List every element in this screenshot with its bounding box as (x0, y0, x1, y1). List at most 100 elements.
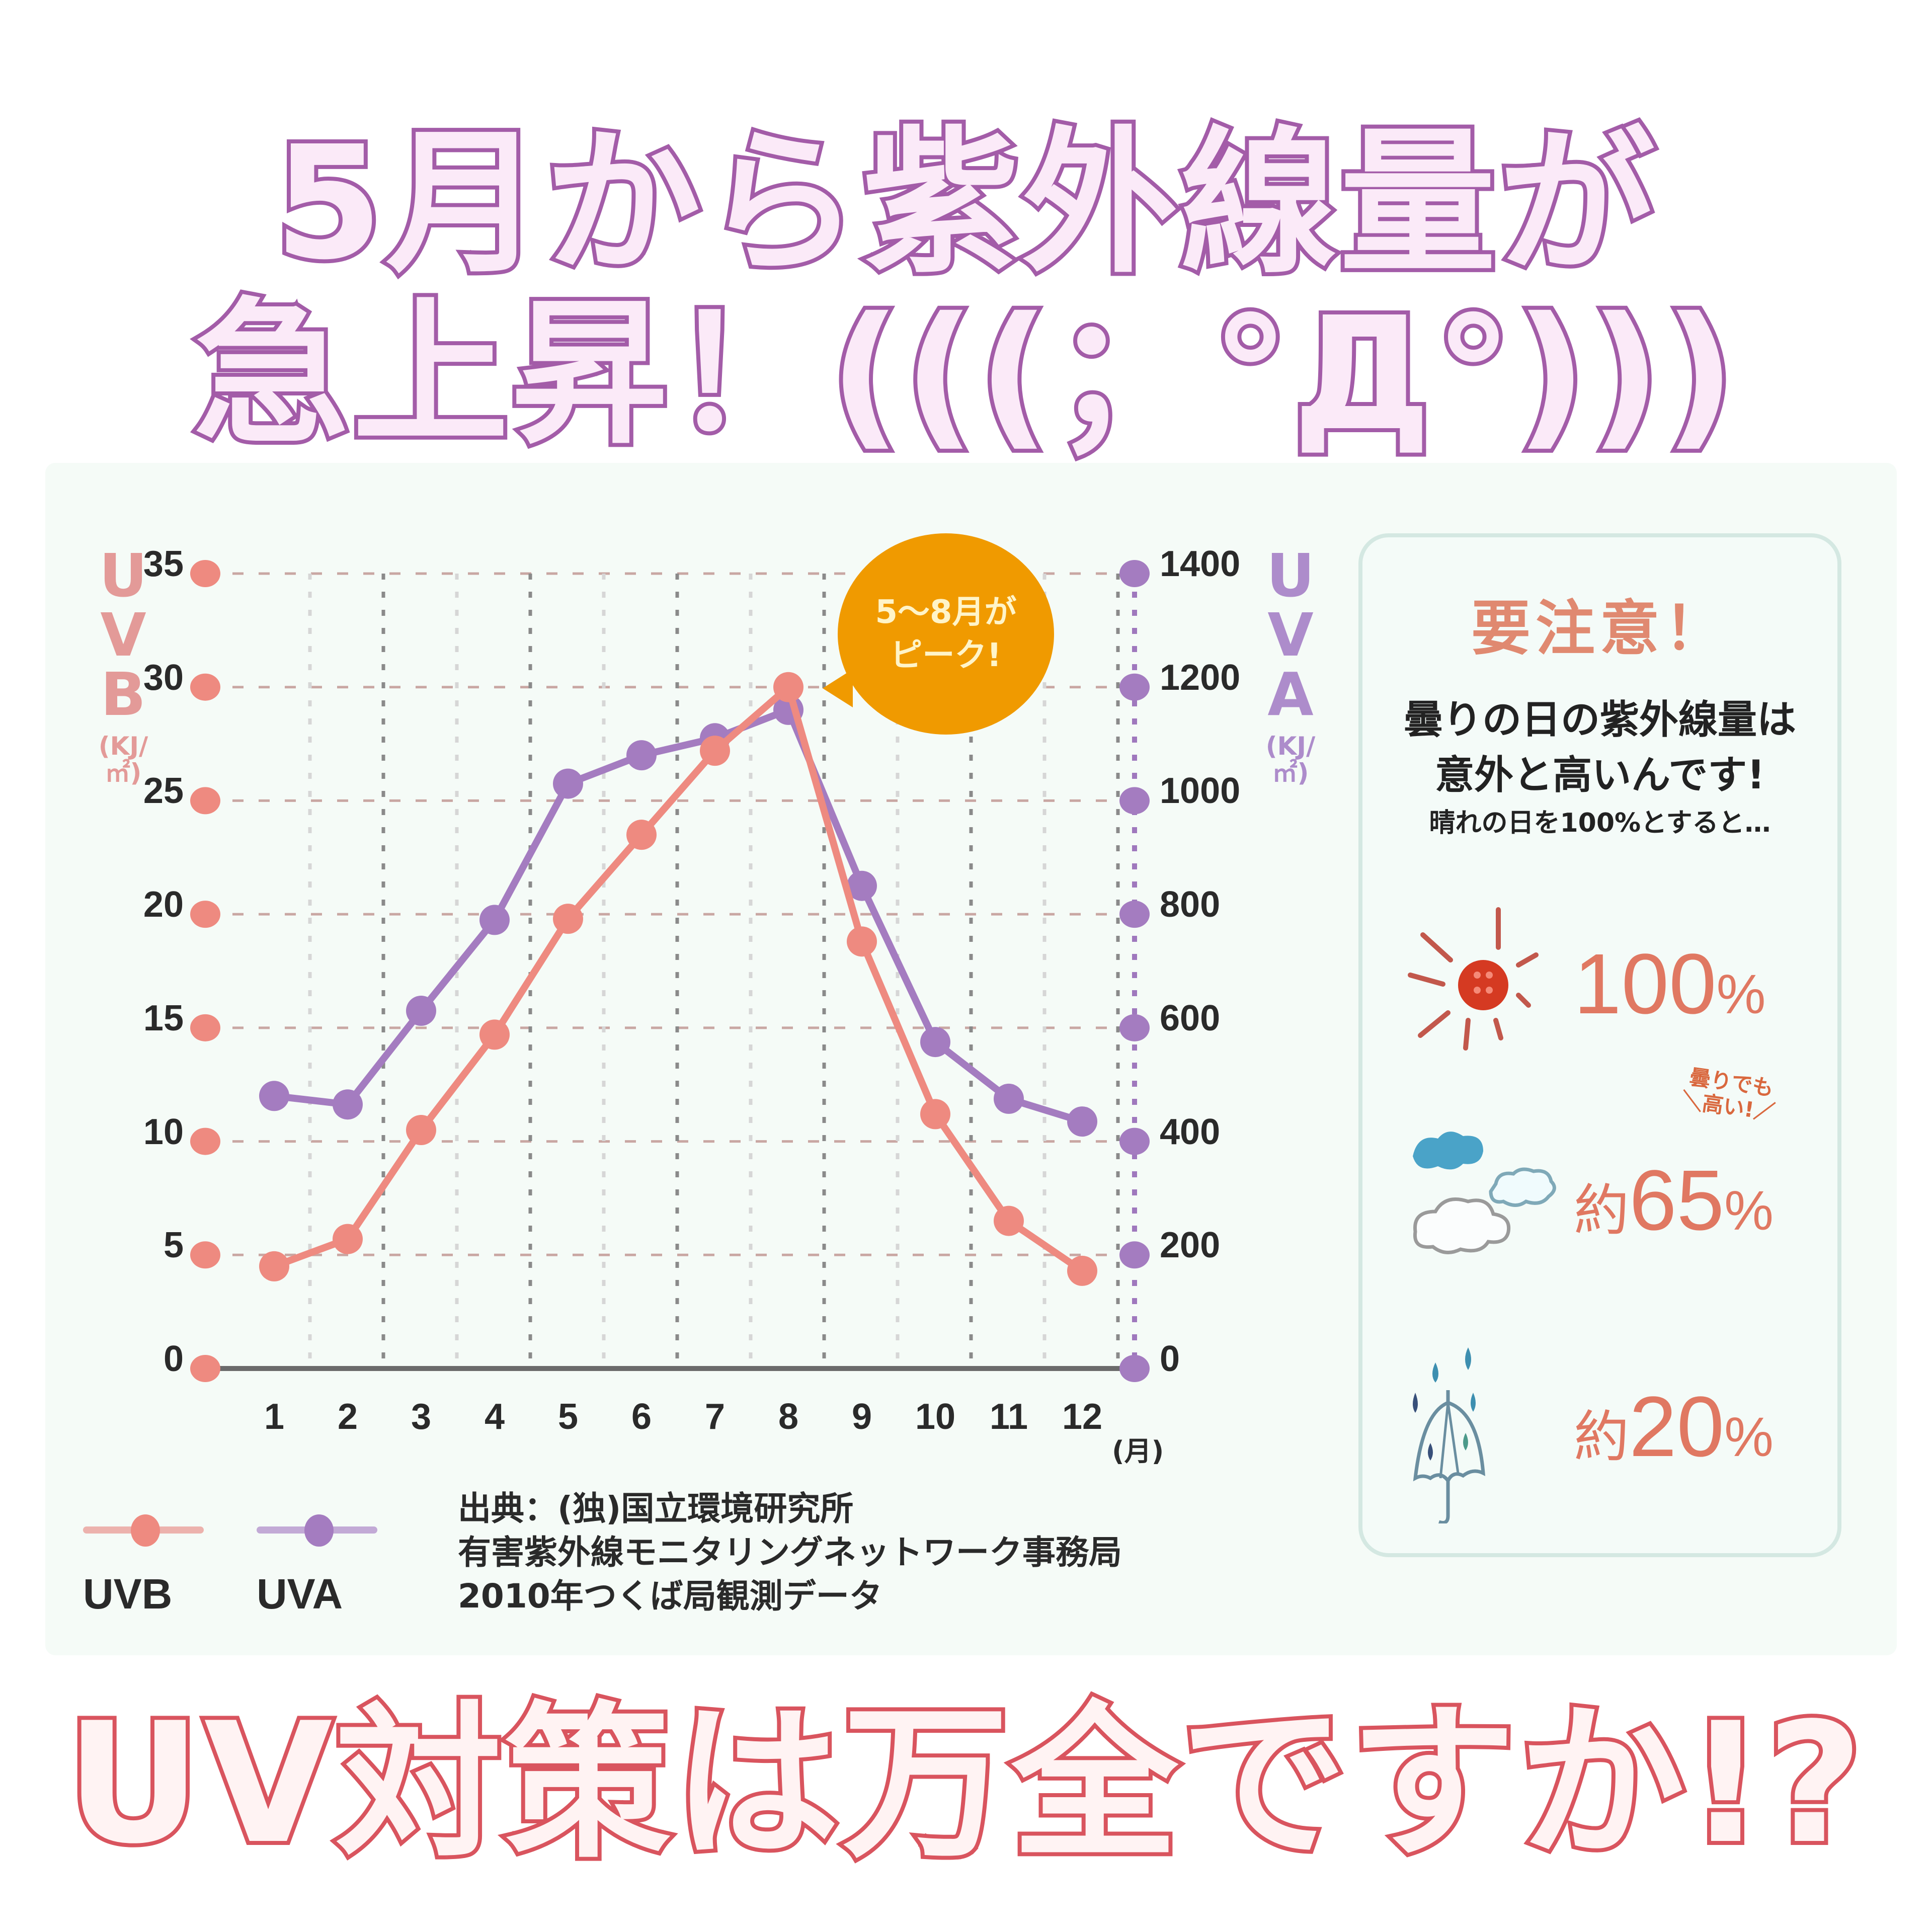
uvb-axis-marker (190, 560, 220, 587)
cloud-icon (1413, 1132, 1556, 1254)
info-heading: 要注意！ (1471, 594, 1729, 663)
uva-tick-label: 600 (1160, 998, 1221, 1038)
cloudy-percentage: 約65% (1574, 1153, 1774, 1248)
uva-tick-label: 200 (1160, 1225, 1221, 1266)
sunny-percentage: 100% (1574, 936, 1766, 1032)
umbrella-rain-icon (1413, 1347, 1486, 1523)
uva-data-point (259, 1081, 289, 1111)
uvb-data-point (994, 1205, 1024, 1236)
weather-row-rainy: 約20% (1383, 1342, 1825, 1523)
uvb-legend-marker-icon (83, 1509, 204, 1550)
uv-line-chart (190, 560, 1150, 1382)
uv-chart-card: U V B (KJ/㎡) U V A (KJ/㎡) 0 5 10 15 20 25 30 35… (45, 463, 1897, 1655)
uva-axis-marker (1119, 901, 1150, 928)
uvb-tick-label: 15 (143, 998, 184, 1038)
month-tick-label: 9 (851, 1397, 872, 1437)
uva-data-point (1067, 1106, 1097, 1137)
weather-row-cloudy: 曇りでも ＼高い!／ 約65% (1383, 1065, 1825, 1277)
uvb-data-point (626, 820, 657, 850)
info-text-line2: 意外と高いんです! (1435, 753, 1765, 798)
month-tick-label: 3 (411, 1397, 432, 1437)
uvb-data-point (259, 1251, 289, 1281)
callout-line2: ピーク! (890, 637, 1002, 674)
uva-data-point (626, 740, 657, 771)
uva-data-point (406, 996, 436, 1026)
uvb-axis-title: U V B (KJ/㎡) (96, 546, 151, 786)
page-title-line2: 急上昇！(((；°Д°))) (190, 284, 1739, 465)
month-tick-label: 2 (337, 1397, 358, 1437)
month-tick-label: 7 (704, 1397, 726, 1437)
uvb-tick-label: 30 (143, 657, 184, 698)
cloudy-note: 曇りでも ＼高い!／ (1679, 1064, 1777, 1125)
uva-axis-marker (1119, 560, 1150, 587)
uvb-tick-label: 35 (143, 544, 184, 584)
uv-protection-question: UV対策は万全ですか!? (62, 1687, 1867, 1880)
legend-label-uva: UVA (257, 1570, 343, 1618)
uvb-data-point (1067, 1255, 1097, 1286)
uva-axis-unit: (KJ/㎡) (1265, 732, 1316, 787)
legend-item-uva: UVA (257, 1509, 377, 1619)
uva-axis-marker (1119, 787, 1150, 815)
uvb-tick-label: 10 (143, 1111, 184, 1152)
uvb-data-point (773, 672, 803, 702)
uvb-data-point (700, 736, 730, 766)
month-tick-label: 4 (484, 1397, 505, 1437)
uvb-axis-marker (190, 901, 220, 928)
uvb-axis-marker (190, 1128, 220, 1155)
uva-axis-marker (1119, 1241, 1150, 1269)
data-source-note: 出典：(独)国立環境研究所 有害紫外線モニタリングネットワーク事務局 2010年… (458, 1487, 1122, 1618)
month-tick-label: 8 (778, 1397, 799, 1437)
uvb-axis-marker (190, 787, 220, 815)
uva-tick-label: 1000 (1160, 771, 1241, 812)
uvb-axis-letter-b: B (101, 660, 146, 729)
uva-series-line (274, 706, 1084, 1125)
uva-axis-letter-a: A (1267, 660, 1314, 729)
uvb-axis-letter-v: V (100, 600, 146, 670)
uvb-axis-marker (190, 1014, 220, 1041)
uva-axis-letter-v: V (1267, 600, 1314, 670)
uva-data-point (994, 1083, 1024, 1114)
source-line2: 有害紫外線モニタリングネットワーク事務局 (458, 1533, 1122, 1572)
uva-data-point (847, 870, 877, 901)
uva-data-point (479, 905, 510, 935)
uvb-axis-marker (190, 1355, 220, 1382)
uvb-axis-unit: (KJ/㎡) (98, 732, 148, 787)
uvb-data-point (847, 926, 877, 957)
uva-tick-label: 400 (1160, 1111, 1221, 1152)
month-tick-label: 12 (1062, 1397, 1103, 1437)
uva-axis-marker (1119, 673, 1150, 701)
source-line1: 出典：(独)国立環境研究所 (458, 1489, 854, 1528)
uvb-tick-label: 25 (143, 771, 184, 812)
rainy-percentage: 約20% (1574, 1379, 1774, 1475)
info-text-line3: 晴れの日を100%とすると… (1429, 808, 1771, 838)
month-tick-label: 11 (989, 1397, 1028, 1437)
weather-row-sunny: 100% (1383, 900, 1825, 1061)
uvb-data-point (479, 1019, 510, 1050)
source-line3: 2010年つくば局観測データ (458, 1577, 882, 1616)
uva-data-point (553, 768, 583, 799)
callout-line1: 5〜8月が (875, 593, 1017, 631)
month-axis-unit: (月) (1112, 1435, 1164, 1467)
legend-label-uvb: UVB (83, 1570, 173, 1618)
uva-axis-letter-u: U (1266, 541, 1315, 610)
uva-tick-label: 0 (1160, 1339, 1180, 1379)
uvb-data-point (553, 904, 583, 934)
cloudy-day-info-panel: 要注意！ 曇りの日の紫外線量は 意外と高いんです! 晴れの日を100%とすると… (1358, 533, 1841, 1557)
uva-axis-marker (1119, 1355, 1150, 1382)
peak-callout-bubble: 5〜8月が ピーク! (838, 533, 1054, 735)
uvb-tick-label: 5 (163, 1225, 184, 1266)
uva-legend-marker-icon (257, 1509, 377, 1550)
sun-icon (1408, 907, 1539, 1051)
uvb-axis-marker (190, 1241, 220, 1269)
uva-data-point (920, 1027, 950, 1058)
uva-tick-label: 800 (1160, 884, 1221, 925)
uvb-axis-marker (190, 673, 220, 701)
legend-item-uvb: UVB (83, 1509, 204, 1619)
uvb-data-point (920, 1099, 950, 1130)
uvb-tick-label: 20 (143, 884, 184, 925)
month-tick-label: 1 (264, 1397, 285, 1437)
month-tick-label: 6 (631, 1397, 652, 1437)
uvb-tick-label: 0 (163, 1339, 184, 1379)
uva-axis-marker (1119, 1014, 1150, 1041)
month-tick-label: 5 (557, 1397, 579, 1437)
